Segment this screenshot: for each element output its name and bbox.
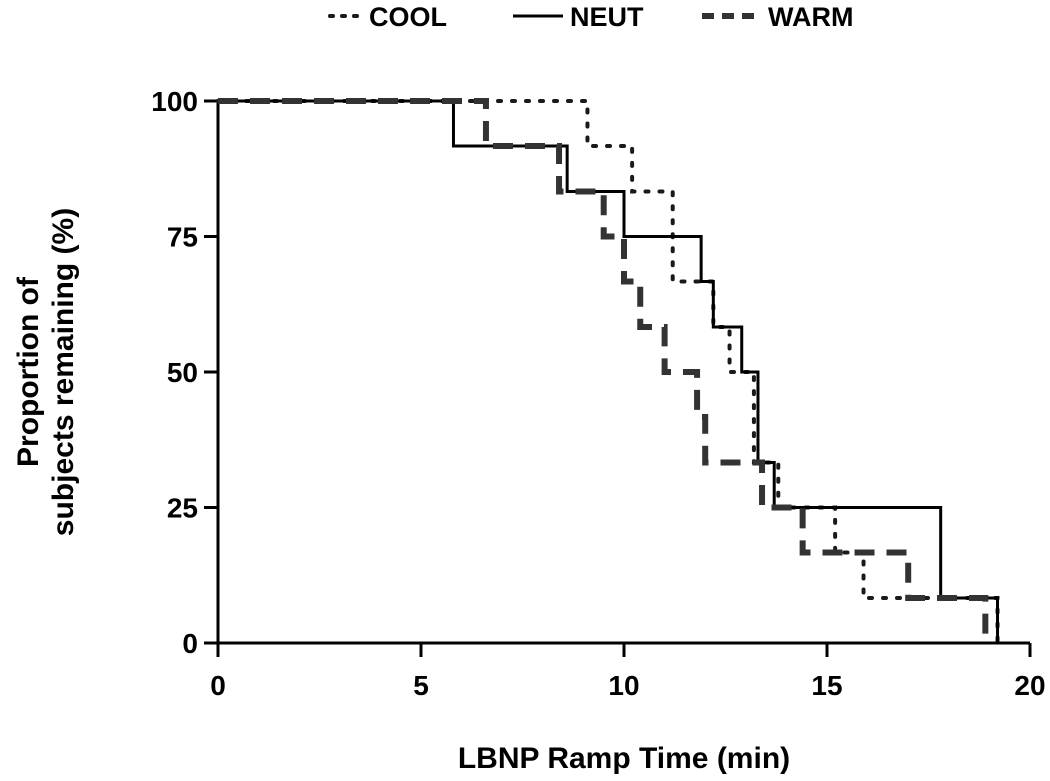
x-tick-label: 15 — [811, 670, 842, 701]
x-tick-label: 10 — [608, 670, 639, 701]
y-tick-label: 0 — [182, 628, 198, 659]
legend: COOL NEUT WARM — [328, 2, 853, 32]
y-tick-label: 75 — [167, 222, 198, 253]
series-line-neut — [218, 99, 1000, 643]
legend-label-neut: NEUT — [570, 2, 644, 32]
series-layer — [216, 98, 1000, 645]
x-axis-title: LBNP Ramp Time (min) — [458, 742, 790, 775]
x-tick-label: 0 — [210, 670, 226, 701]
x-tick-label: 5 — [413, 670, 429, 701]
axes: 0 25 50 75 100 0 5 10 15 20 — [151, 86, 1045, 701]
y-axis-title-line-2: subjects remaining (%) — [47, 208, 80, 536]
legend-label-warm: WARM — [768, 2, 853, 32]
series-line-cool — [216, 99, 1000, 645]
y-tick-label: 100 — [151, 86, 198, 117]
y-tick-label: 50 — [167, 357, 198, 388]
y-axis-title-line-1: Proportion of — [12, 276, 45, 467]
series-line-warm — [218, 98, 989, 643]
legend-label-cool: COOL — [369, 2, 447, 32]
y-tick-label: 25 — [167, 493, 198, 524]
x-tick-label: 20 — [1014, 670, 1045, 701]
